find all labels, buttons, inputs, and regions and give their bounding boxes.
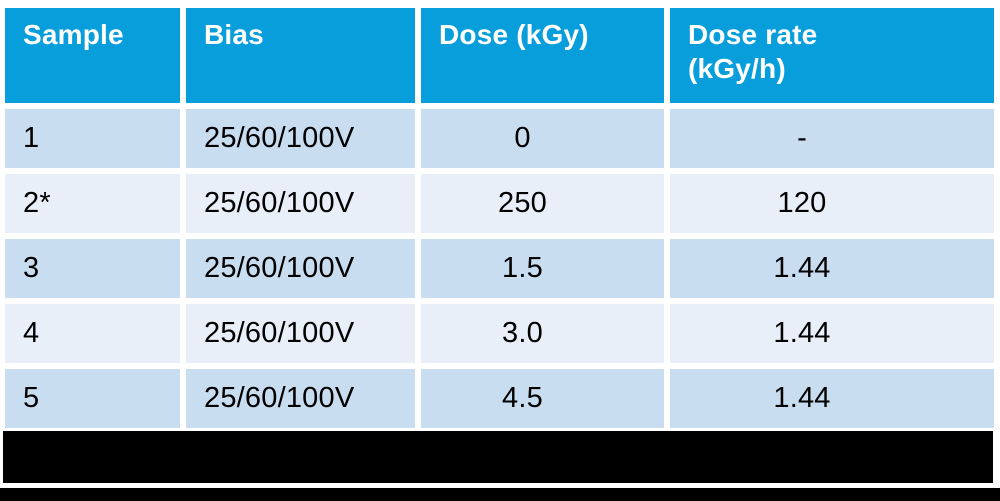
cell-sample: 5 <box>5 369 180 428</box>
cell-sample: 4 <box>5 304 180 363</box>
redacted-bottom-bar <box>0 488 1000 501</box>
irradiation-samples-table: Sample Bias Dose (kGy) Dose rate (kGy/h)… <box>5 8 994 428</box>
header-cell-sample: Sample <box>5 8 180 103</box>
cell-dose-rate: - <box>670 109 994 168</box>
cell-sample: 1 <box>5 109 180 168</box>
cell-dose: 4.5 <box>421 369 664 428</box>
cell-dose: 250 <box>421 174 664 233</box>
cell-dose: 0 <box>421 109 664 168</box>
cell-dose-rate: 1.44 <box>670 304 994 363</box>
cell-dose-rate: 1.44 <box>670 239 994 298</box>
header-label: Bias <box>204 19 264 50</box>
cell-sample: 3 <box>5 239 180 298</box>
redacted-caption-bar <box>3 431 993 483</box>
cell-dose: 3.0 <box>421 304 664 363</box>
cell-bias: 25/60/100V <box>186 239 415 298</box>
header-label: Dose (kGy) <box>439 19 589 50</box>
cell-dose: 1.5 <box>421 239 664 298</box>
cell-bias: 25/60/100V <box>186 369 415 428</box>
header-cell-dose: Dose (kGy) <box>421 8 664 103</box>
cell-dose-rate: 1.44 <box>670 369 994 428</box>
header-label: Sample <box>23 19 124 50</box>
cell-dose-rate: 120 <box>670 174 994 233</box>
header-label: Dose rate (kGy/h) <box>688 19 818 84</box>
header-cell-dose-rate: Dose rate (kGy/h) <box>670 8 994 103</box>
header-cell-bias: Bias <box>186 8 415 103</box>
cell-bias: 25/60/100V <box>186 174 415 233</box>
cell-sample: 2* <box>5 174 180 233</box>
cell-bias: 25/60/100V <box>186 109 415 168</box>
cell-bias: 25/60/100V <box>186 304 415 363</box>
